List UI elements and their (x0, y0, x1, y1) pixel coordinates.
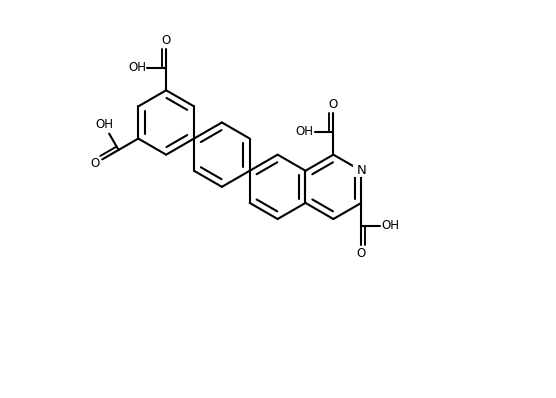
Text: N: N (356, 164, 366, 177)
Text: OH: OH (95, 118, 113, 131)
Text: OH: OH (128, 61, 146, 74)
Text: OH: OH (295, 125, 314, 139)
Text: OH: OH (381, 219, 399, 232)
Text: O: O (162, 33, 171, 47)
Text: O: O (356, 247, 366, 259)
Text: O: O (329, 98, 338, 111)
Bar (354, 165, 369, 177)
Text: O: O (90, 157, 100, 170)
